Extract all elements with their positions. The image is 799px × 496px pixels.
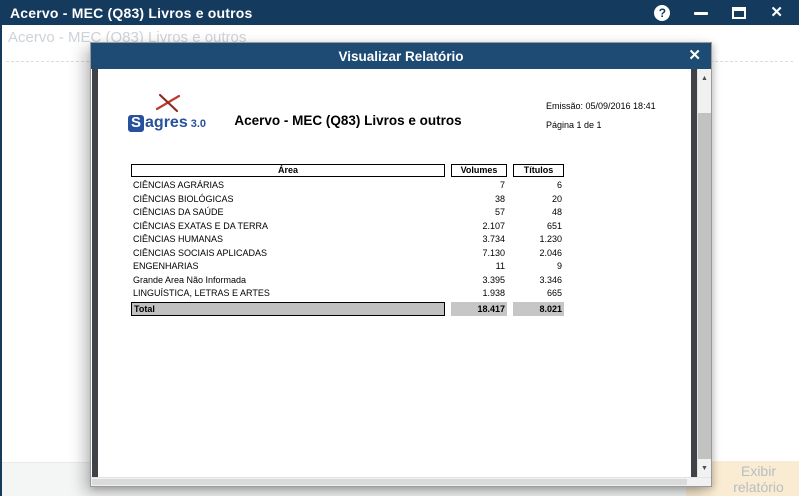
emission-timestamp: Emissão: 05/09/2016 18:41 [546, 101, 656, 111]
table-header-row: Área Volumes Títulos [131, 164, 571, 177]
scroll-down-icon[interactable]: ▼ [698, 459, 711, 477]
vertical-scrollbar[interactable]: ▲ ▼ [697, 69, 711, 477]
report-table: Área Volumes Títulos CIÊNCIAS AGRÁRIAS 7… [131, 164, 571, 316]
table-row: CIÊNCIAS HUMANAS 3.734 1.230 [133, 234, 562, 244]
viewer-frame-left [92, 69, 98, 477]
report-meta: Emissão: 05/09/2016 18:41 Página 1 de 1 [546, 101, 656, 139]
page-number: Página 1 de 1 [546, 120, 602, 130]
total-titulos: 8.021 [513, 301, 564, 316]
column-header-area: Área [131, 164, 445, 177]
table-row: Grande Area Não Informada 3.395 3.346 [133, 274, 562, 285]
viewer-frame-right [691, 69, 697, 477]
table-body: CIÊNCIAS AGRÁRIAS 7 6 CIÊNCIAS BIOLÓGICA… [131, 179, 571, 301]
table-row: ENGENHARIAS 11 9 [133, 261, 562, 271]
total-volumes: 18.417 [451, 301, 507, 316]
table-row: CIÊNCIAS DA SAÚDE 57 48 [133, 207, 562, 217]
vertical-scroll-thumb[interactable] [698, 113, 711, 459]
exibir-relatorio-label: Exibir relatório [733, 462, 784, 495]
column-header-titulos: Títulos [513, 164, 564, 177]
table-total-row: Total 18.417 8.021 [131, 301, 571, 316]
dialog-header: Visualizar Relatório ✕ [91, 43, 711, 69]
window-titlebar: Acervo - MEC (Q83) Livros e outros ? ✕ [0, 0, 799, 25]
window-left-border [0, 0, 2, 496]
table-row: CIÊNCIAS BIOLÓGICAS 38 20 [133, 193, 562, 204]
report-title: Acervo - MEC (Q83) Livros e outros [234, 113, 462, 128]
table-row: CIÊNCIAS SOCIAIS APLICADAS 7.130 2.046 [133, 247, 562, 258]
scroll-up-icon[interactable]: ▲ [698, 69, 711, 87]
column-header-volumes: Volumes [451, 164, 507, 177]
table-row: CIÊNCIAS EXATAS E DA TERRA 2.107 651 [133, 220, 562, 231]
minimize-icon[interactable] [694, 12, 709, 15]
maximize-icon[interactable] [732, 6, 747, 19]
dialog-close-icon[interactable]: ✕ [688, 47, 701, 64]
horizontal-scrollbar[interactable] [91, 477, 711, 486]
table-row: CIÊNCIAS AGRÁRIAS 7 6 [133, 180, 562, 190]
logo-x-icon [154, 92, 182, 119]
total-label: Total [131, 301, 445, 316]
window-controls: ? ✕ [654, 4, 783, 21]
page-title: Acervo - MEC (Q83) Livros e outros [8, 29, 247, 46]
dialog-title: Visualizar Relatório [338, 48, 464, 64]
help-icon[interactable]: ? [654, 4, 671, 21]
horizontal-scroll-thumb[interactable] [92, 479, 688, 485]
window-close-icon[interactable]: ✕ [770, 4, 783, 21]
table-row: LINGUÍSTICA, LETRAS E ARTES 1.938 665 [133, 288, 562, 298]
window-title: Acervo - MEC (Q83) Livros e outros [10, 4, 253, 21]
